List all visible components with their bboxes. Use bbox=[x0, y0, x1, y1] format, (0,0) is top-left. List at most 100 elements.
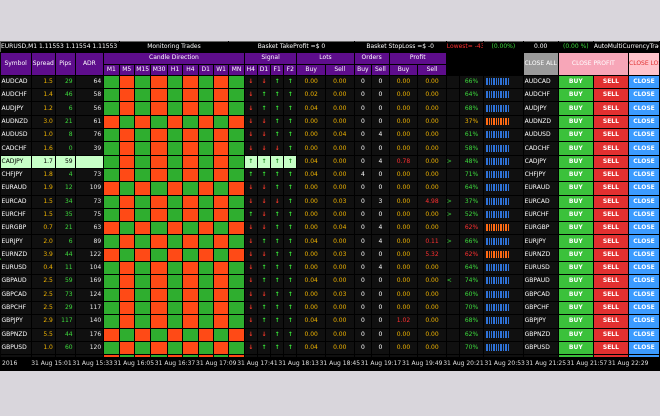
close-profit-button[interactable]: CLOSE PROFIT bbox=[558, 52, 630, 76]
buy-button[interactable]: BUY bbox=[558, 261, 594, 276]
close-button[interactable]: CLOSE bbox=[628, 274, 660, 289]
sell-button[interactable]: SELL bbox=[593, 341, 630, 356]
buy-button[interactable]: BUY bbox=[558, 155, 594, 169]
sell-button[interactable]: SELL bbox=[593, 221, 630, 236]
close-button[interactable]: CLOSE bbox=[628, 115, 660, 130]
symbol-cell[interactable]: GBPJPY bbox=[0, 314, 32, 329]
sell-button[interactable]: SELL bbox=[593, 75, 630, 90]
symbol-cell[interactable]: AUDNZD bbox=[0, 115, 32, 130]
symbol-cell[interactable]: GBPAUD bbox=[0, 274, 32, 289]
buy-button[interactable]: BUY bbox=[558, 248, 594, 263]
symbol-cell[interactable]: EURUSD bbox=[0, 261, 32, 276]
buy-button[interactable]: BUY bbox=[558, 288, 594, 302]
sell-button[interactable]: SELL bbox=[593, 314, 630, 329]
orders-buy-cell: 0 bbox=[354, 208, 373, 223]
buy-button[interactable]: BUY bbox=[558, 208, 594, 223]
symbol-cell[interactable]: AUDCHF bbox=[0, 88, 32, 103]
sell-button[interactable]: SELL bbox=[593, 301, 630, 316]
buy-button[interactable]: BUY bbox=[558, 221, 594, 236]
buy-button[interactable]: BUY bbox=[558, 168, 594, 183]
sell-button[interactable]: SELL bbox=[593, 155, 630, 169]
close-button[interactable]: CLOSE bbox=[628, 288, 660, 302]
close-button[interactable]: CLOSE bbox=[628, 314, 660, 329]
symbol-cell[interactable]: AUDUSD bbox=[0, 128, 32, 143]
buy-button[interactable]: BUY bbox=[558, 115, 594, 130]
close-all-button[interactable]: CLOSE ALL bbox=[523, 52, 559, 76]
sell-button[interactable]: SELL bbox=[593, 101, 630, 116]
candle-up-cell bbox=[228, 208, 245, 223]
candle-up-cell bbox=[182, 115, 199, 130]
symbol-cell[interactable]: EURNZD bbox=[0, 248, 32, 263]
sell-button[interactable]: SELL bbox=[593, 248, 630, 263]
close-button[interactable]: CLOSE bbox=[628, 328, 660, 342]
sell-button[interactable]: SELL bbox=[593, 115, 630, 130]
sell-button[interactable]: SELL bbox=[593, 288, 630, 302]
symbol-cell[interactable]: EURCHF bbox=[0, 208, 32, 223]
buy-button[interactable]: BUY bbox=[558, 88, 594, 103]
buy-button[interactable]: BUY bbox=[558, 341, 594, 356]
close-button[interactable]: CLOSE bbox=[628, 195, 660, 209]
ea-title: AutoMultiCurrencyTraderEA bbox=[592, 41, 660, 54]
close-button[interactable]: CLOSE bbox=[628, 234, 660, 249]
sell-button[interactable]: SELL bbox=[593, 181, 630, 196]
sell-button[interactable]: SELL bbox=[593, 208, 630, 223]
buy-button[interactable]: BUY bbox=[558, 328, 594, 342]
sell-button[interactable]: SELL bbox=[593, 168, 630, 183]
close-button[interactable]: CLOSE bbox=[628, 101, 660, 116]
trend-indicator bbox=[446, 168, 460, 183]
close-loss-button[interactable]: CLOSE LOSS bbox=[628, 52, 660, 76]
buy-button[interactable]: BUY bbox=[558, 101, 594, 116]
buy-button[interactable]: BUY bbox=[558, 274, 594, 289]
symbol-cell[interactable]: EURAUD bbox=[0, 181, 32, 196]
symbol-cell[interactable]: EURJPY bbox=[0, 234, 32, 249]
sell-button[interactable]: SELL bbox=[593, 195, 630, 209]
sell-button[interactable]: SELL bbox=[593, 141, 630, 156]
strength-bars bbox=[483, 155, 524, 169]
table-row: GBPAUD 2.5 59 169 ↓ ↑ ↑ ↑ 0.04 0.00 0 0 0.00 0.00 <74%… bbox=[0, 274, 660, 289]
close-button[interactable]: CLOSE bbox=[628, 155, 660, 169]
close-button[interactable]: CLOSE bbox=[628, 301, 660, 316]
close-button[interactable]: CLOSE bbox=[628, 248, 660, 263]
buy-button[interactable]: BUY bbox=[558, 301, 594, 316]
sell-button[interactable]: SELL bbox=[593, 328, 630, 342]
close-button[interactable]: CLOSE bbox=[628, 261, 660, 276]
close-button[interactable]: CLOSE bbox=[628, 128, 660, 143]
candle-up-cell bbox=[213, 328, 230, 342]
sell-button[interactable]: SELL bbox=[593, 128, 630, 143]
sell-button[interactable]: SELL bbox=[593, 88, 630, 103]
close-button[interactable]: CLOSE bbox=[628, 221, 660, 236]
close-button[interactable]: CLOSE bbox=[628, 141, 660, 156]
symbol-cell[interactable]: GBPUSD bbox=[0, 341, 32, 356]
close-button[interactable]: CLOSE bbox=[628, 181, 660, 196]
symbol-cell[interactable]: GBPCHF bbox=[0, 301, 32, 316]
close-button[interactable]: CLOSE bbox=[628, 168, 660, 183]
buy-button[interactable]: BUY bbox=[558, 234, 594, 249]
symbol-cell[interactable]: EURGBP bbox=[0, 221, 32, 236]
close-button[interactable]: CLOSE bbox=[628, 75, 660, 90]
symbol-cell[interactable]: EURCAD bbox=[0, 195, 32, 209]
sell-button[interactable]: SELL bbox=[593, 261, 630, 276]
close-button[interactable]: CLOSE bbox=[628, 208, 660, 223]
strength-bar bbox=[507, 78, 510, 86]
symbol-cell[interactable]: CADJPY bbox=[0, 155, 32, 169]
symbol-cell[interactable]: AUDJPY bbox=[0, 101, 32, 116]
strength-bar bbox=[495, 343, 498, 351]
symbol-cell[interactable]: CADCHF bbox=[0, 141, 32, 156]
buy-button[interactable]: BUY bbox=[558, 128, 594, 143]
symbol-cell[interactable]: AUDCAD bbox=[0, 75, 32, 90]
symbol-cell[interactable]: CHFJPY bbox=[0, 168, 32, 183]
buy-button[interactable]: BUY bbox=[558, 75, 594, 90]
close-button[interactable]: CLOSE bbox=[628, 88, 660, 103]
buy-button[interactable]: BUY bbox=[558, 181, 594, 196]
buy-button[interactable]: BUY bbox=[558, 314, 594, 329]
close-button[interactable]: CLOSE bbox=[628, 341, 660, 356]
strength-bar bbox=[488, 343, 490, 351]
symbol-cell[interactable]: GBPNZD bbox=[0, 328, 32, 342]
sell-button[interactable]: SELL bbox=[593, 274, 630, 289]
arrow-up-icon: ↑ bbox=[283, 181, 298, 196]
sell-button[interactable]: SELL bbox=[593, 234, 630, 249]
adr-cell: 89 bbox=[75, 234, 105, 249]
buy-button[interactable]: BUY bbox=[558, 195, 594, 209]
buy-button[interactable]: BUY bbox=[558, 141, 594, 156]
symbol-cell[interactable]: GBPCAD bbox=[0, 288, 32, 302]
